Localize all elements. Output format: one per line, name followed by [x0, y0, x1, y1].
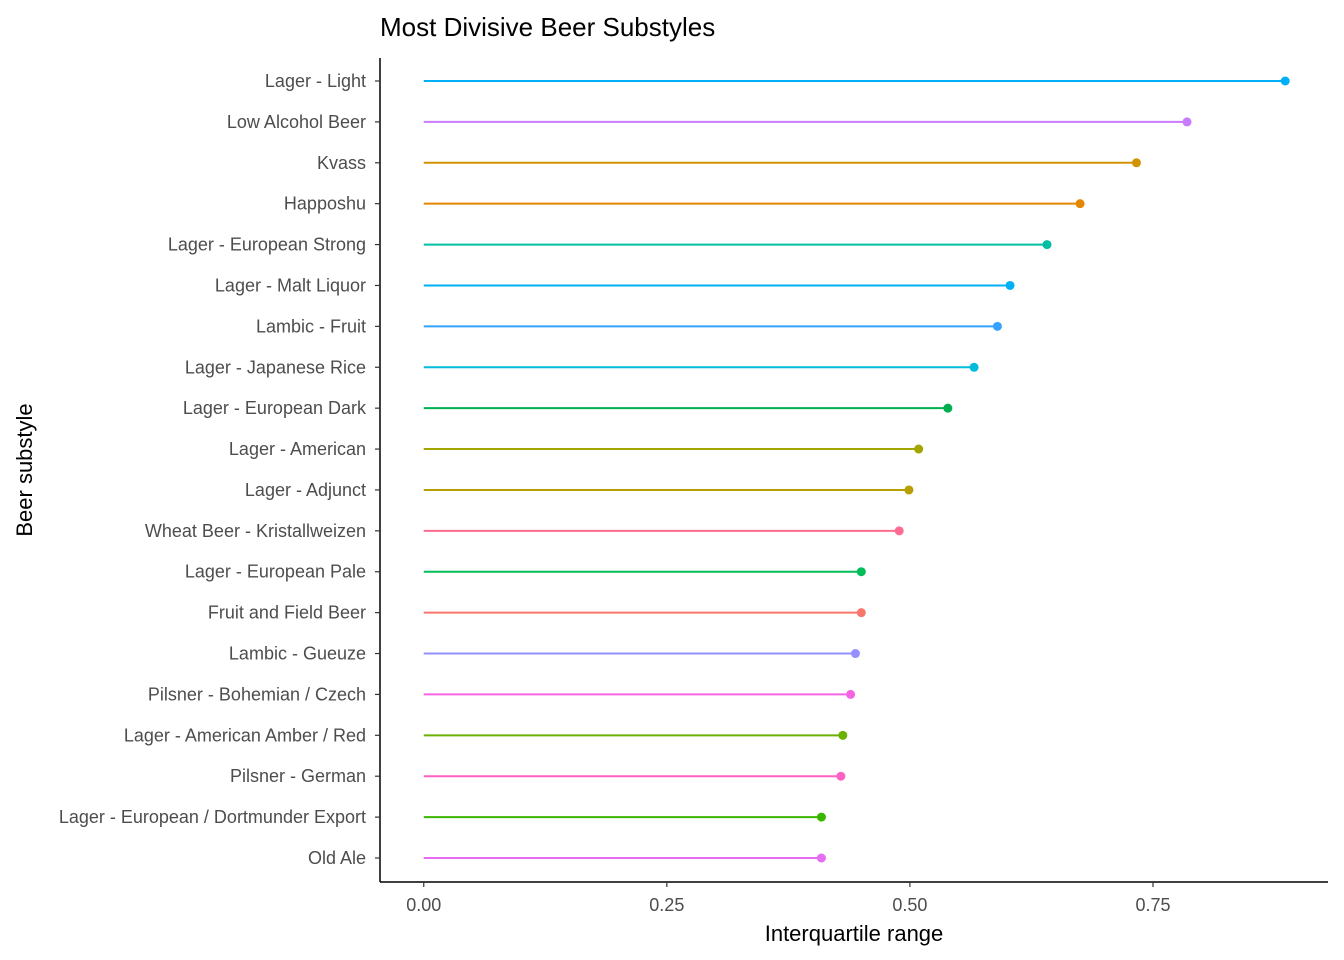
- y-tick-label: Lager - European Strong: [168, 235, 366, 255]
- lollipop-point: [1005, 280, 1015, 290]
- y-tick-label: Lager - Light: [265, 71, 366, 91]
- x-tick-label: 0.50: [892, 895, 927, 915]
- y-axis-ticks: Lager - Light Low Alcohol Beer Kvass Happos…: [59, 71, 380, 868]
- y-tick-label: Lager - Malt Liquor: [215, 275, 366, 295]
- lollipop-point: [1075, 199, 1085, 209]
- lollipop-point: [856, 608, 866, 618]
- lollipop-point: [856, 567, 866, 577]
- lollipop-point: [1182, 117, 1192, 127]
- y-tick-label: Old Ale: [308, 848, 366, 868]
- y-tick-label: Lager - American: [229, 439, 366, 459]
- lollipop-point: [850, 649, 860, 659]
- lollipop-point: [836, 771, 846, 781]
- y-tick-label: Pilsner - Bohemian / Czech: [148, 684, 366, 704]
- x-tick-label: 0.75: [1135, 895, 1170, 915]
- lollipop-point: [1042, 240, 1052, 250]
- y-axis-title: Beer substyle: [12, 403, 37, 536]
- plot-area: [423, 76, 1290, 863]
- y-tick-label: Lager - European Pale: [185, 562, 366, 582]
- y-tick-label: Wheat Beer - Kristallweizen: [145, 521, 366, 541]
- lollipop-point: [894, 526, 904, 536]
- lollipop-point: [1280, 76, 1290, 86]
- y-tick-label: Lager - Adjunct: [245, 480, 366, 500]
- lollipop-point: [838, 730, 848, 740]
- lollipop-point: [969, 362, 979, 372]
- y-tick-label: Lager - European Dark: [183, 398, 367, 418]
- lollipop-point: [846, 689, 856, 699]
- y-tick-label: Pilsner - German: [230, 766, 366, 786]
- lollipop-point: [943, 403, 953, 413]
- y-tick-label: Low Alcohol Beer: [227, 112, 366, 132]
- lollipop-point: [816, 812, 826, 822]
- lollipop-point: [1131, 158, 1141, 168]
- lollipop-point: [992, 321, 1002, 331]
- chart-title: Most Divisive Beer Substyles: [380, 12, 715, 42]
- y-tick-label: Kvass: [317, 153, 366, 173]
- x-tick-label: 0.25: [649, 895, 684, 915]
- x-axis-ticks: 0.00 0.25 0.50 0.75: [406, 882, 1171, 915]
- y-tick-label: Lager - European / Dortmunder Export: [59, 807, 366, 827]
- y-tick-label: Lambic - Fruit: [256, 316, 366, 336]
- lollipop-point: [904, 485, 914, 495]
- x-tick-label: 0.00: [406, 895, 441, 915]
- y-tick-label: Fruit and Field Beer: [208, 603, 366, 623]
- y-tick-label: Happoshu: [284, 194, 366, 214]
- x-axis-title: Interquartile range: [765, 921, 944, 946]
- lollipop-point: [816, 853, 826, 863]
- y-tick-label: Lager - Japanese Rice: [185, 357, 366, 377]
- lollipop-point: [914, 444, 924, 454]
- y-tick-label: Lager - American Amber / Red: [124, 725, 366, 745]
- y-tick-label: Lambic - Gueuze: [229, 644, 366, 664]
